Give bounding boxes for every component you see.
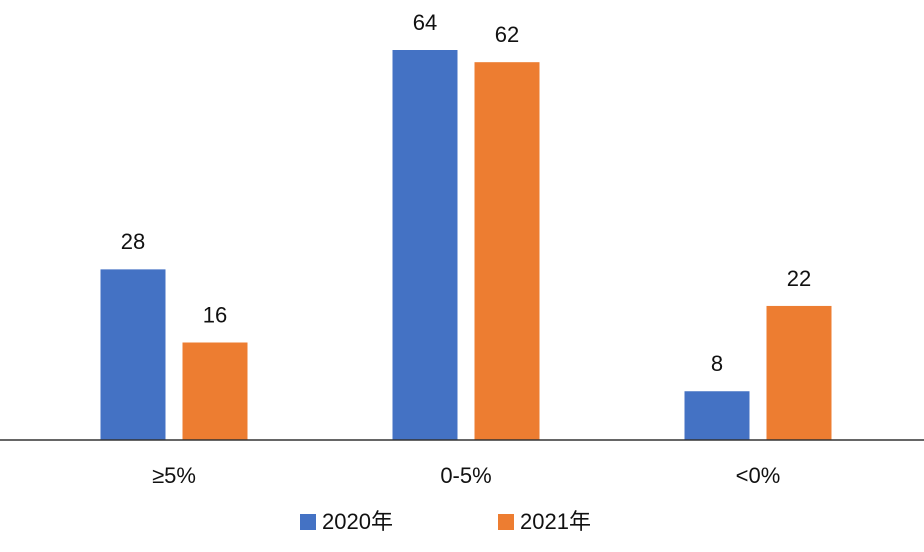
bar bbox=[392, 50, 458, 440]
x-tick-label: ≥5% bbox=[152, 463, 196, 488]
x-tick-label: <0% bbox=[736, 463, 781, 488]
bar bbox=[684, 391, 750, 440]
legend-swatch bbox=[498, 514, 514, 530]
value-label: 16 bbox=[203, 302, 227, 327]
legend-label: 2021年 bbox=[520, 509, 591, 534]
value-label: 22 bbox=[787, 266, 811, 291]
bar bbox=[766, 305, 832, 440]
x-tick-label: 0-5% bbox=[440, 463, 491, 488]
legend-label: 2020年 bbox=[322, 509, 393, 534]
legend-swatch bbox=[300, 514, 316, 530]
bar bbox=[182, 342, 248, 440]
bar bbox=[474, 62, 540, 440]
bar bbox=[100, 269, 166, 440]
value-label: 64 bbox=[413, 10, 437, 35]
value-label: 62 bbox=[495, 22, 519, 47]
value-label: 8 bbox=[711, 351, 723, 376]
value-label: 28 bbox=[121, 229, 145, 254]
